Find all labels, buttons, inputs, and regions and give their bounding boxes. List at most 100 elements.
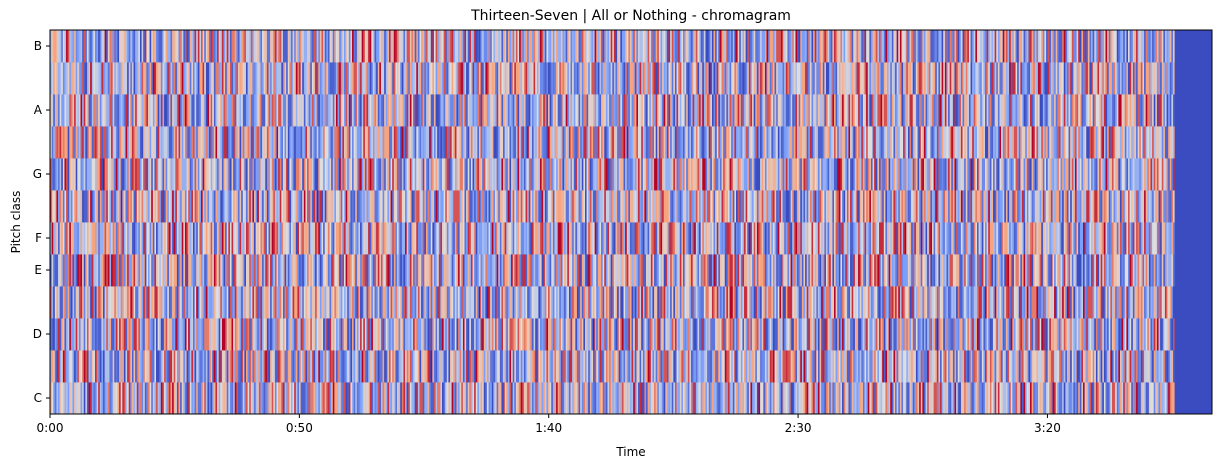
heatmap-cell	[265, 190, 268, 223]
heatmap-cell	[246, 254, 250, 287]
heatmap-cell	[1111, 222, 1114, 255]
heatmap-cell	[821, 254, 824, 287]
heatmap-cell	[536, 190, 539, 223]
heatmap-cell	[915, 286, 918, 319]
heatmap-cell	[131, 190, 134, 223]
heatmap-cell	[239, 318, 242, 351]
heatmap-cell	[1152, 254, 1155, 287]
heatmap-cell	[756, 286, 759, 319]
heatmap-cell	[610, 254, 613, 287]
heatmap-cell	[308, 158, 311, 191]
heatmap-cell	[528, 190, 531, 223]
heatmap-cell	[477, 222, 480, 255]
heatmap-cell	[1007, 254, 1010, 287]
heatmap-cell	[702, 382, 705, 415]
heatmap-cell	[231, 318, 234, 351]
heatmap-cell	[915, 318, 918, 351]
heatmap-cell	[562, 254, 565, 287]
heatmap-cell	[340, 318, 343, 351]
heatmap-cell	[159, 382, 162, 415]
heatmap-cell	[655, 254, 658, 287]
heatmap-cell	[1129, 222, 1132, 255]
heatmap-cell	[591, 318, 594, 351]
heatmap-cell	[764, 318, 767, 351]
heatmap-cell	[218, 318, 221, 351]
heatmap-cell	[209, 222, 212, 255]
heatmap-cell	[891, 350, 894, 383]
heatmap-cell	[856, 254, 859, 287]
heatmap-cell	[681, 382, 684, 415]
heatmap-cell	[459, 350, 462, 383]
heatmap-cell	[366, 382, 369, 415]
heatmap-cell	[352, 286, 355, 319]
heatmap-cell	[1124, 222, 1127, 255]
heatmap-cell	[425, 222, 428, 255]
heatmap-cell	[339, 286, 342, 319]
heatmap-cell	[350, 158, 353, 191]
heatmap-cell	[652, 254, 655, 287]
heatmap-cell	[348, 286, 351, 319]
heatmap-cell	[307, 286, 311, 319]
heatmap-cell	[716, 190, 719, 223]
heatmap-cell	[114, 382, 117, 415]
heatmap-cell	[429, 158, 432, 191]
heatmap-cell	[1015, 254, 1020, 287]
heatmap-cell	[384, 318, 387, 351]
heatmap-cell	[1063, 254, 1066, 287]
heatmap-cell	[739, 350, 742, 383]
heatmap-cell	[617, 350, 620, 383]
heatmap-cell	[220, 286, 223, 319]
heatmap-cell	[511, 382, 514, 415]
heatmap-cell	[258, 318, 261, 351]
heatmap-cell	[348, 190, 351, 223]
heatmap-cell	[335, 190, 340, 223]
heatmap-cell	[321, 286, 324, 319]
heatmap-cell	[435, 222, 438, 255]
heatmap-cell	[941, 286, 944, 319]
heatmap-cell	[938, 190, 941, 223]
heatmap-cell	[281, 222, 284, 255]
heatmap-cell	[1113, 286, 1116, 319]
heatmap-cell	[139, 254, 142, 287]
heatmap-cell	[694, 382, 697, 415]
heatmap-cell	[1155, 382, 1158, 415]
heatmap-cell	[247, 222, 250, 255]
heatmap-cell	[231, 382, 234, 415]
heatmap-cell	[621, 190, 624, 223]
heatmap-cell	[721, 382, 724, 415]
heatmap-cell	[51, 190, 54, 223]
heatmap-cell	[1124, 286, 1127, 319]
heatmap-cell	[1026, 382, 1029, 415]
heatmap-cell	[313, 350, 316, 383]
heatmap-cell	[485, 382, 488, 415]
heatmap-cell	[766, 382, 769, 415]
heatmap-cell	[122, 190, 125, 223]
heatmap-cell	[170, 222, 173, 255]
heatmap-cell	[127, 350, 130, 383]
heatmap-cell	[655, 190, 658, 223]
heatmap-cell	[274, 318, 277, 351]
heatmap-cell	[196, 350, 199, 383]
heatmap-cell	[493, 350, 496, 383]
heatmap-cell	[769, 254, 772, 287]
heatmap-cell	[225, 318, 228, 351]
heatmap-cell	[901, 350, 904, 383]
heatmap-cell	[628, 254, 631, 287]
heatmap-cell	[789, 254, 792, 287]
heatmap-cell	[609, 382, 612, 415]
heatmap-cell	[427, 158, 430, 191]
heatmap-cell	[91, 286, 94, 319]
heatmap-cell	[999, 254, 1002, 287]
heatmap-cell	[249, 318, 252, 351]
heatmap-cell	[85, 382, 88, 415]
heatmap-cell	[527, 318, 530, 351]
heatmap-cell	[957, 382, 960, 415]
heatmap-cell	[218, 382, 221, 415]
heatmap-cell	[1095, 318, 1098, 351]
heatmap-cell	[409, 350, 412, 383]
heatmap-cell	[1161, 286, 1164, 319]
heatmap-cell	[252, 382, 255, 415]
heatmap-cell	[544, 222, 547, 255]
heatmap-cell	[528, 382, 531, 415]
heatmap-cell	[303, 286, 306, 319]
